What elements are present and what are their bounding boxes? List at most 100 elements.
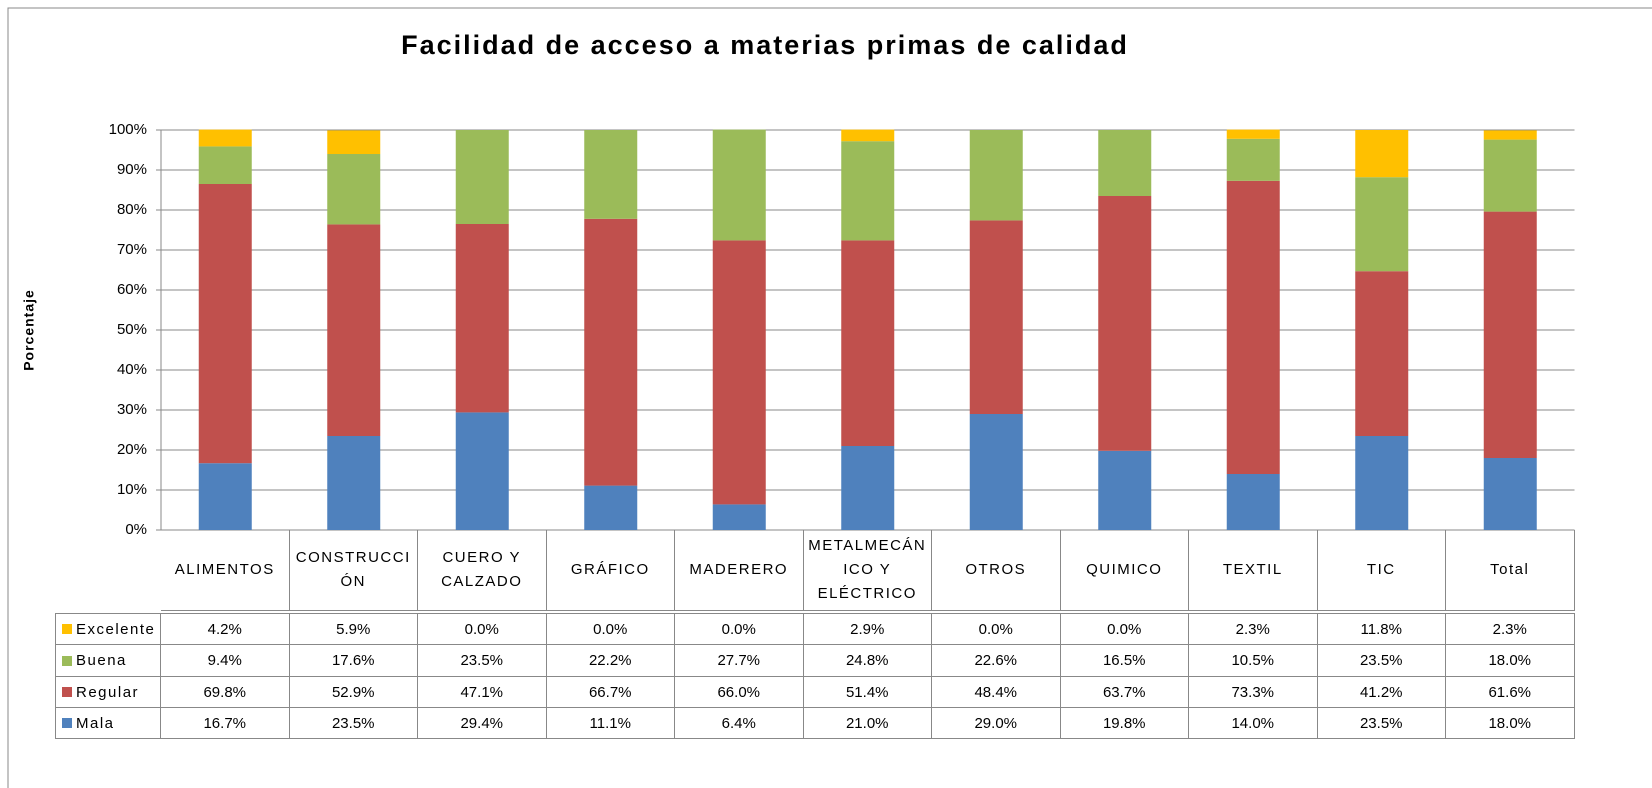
y-tick-label: 10% [117, 481, 147, 498]
bar-segment [327, 154, 381, 225]
table-value: 17.6% [289, 645, 418, 677]
table-value: 22.2% [546, 645, 675, 677]
table-value: 51.4% [803, 677, 932, 708]
bar-segment [841, 129, 895, 142]
bar-segment [1355, 130, 1409, 178]
bar-segment [1355, 436, 1409, 530]
table-value: 73.3% [1189, 677, 1318, 708]
bar-segment [584, 485, 638, 530]
bar-segment [198, 146, 252, 184]
bar-segment [1483, 130, 1537, 140]
bar-segment [1355, 177, 1409, 272]
table-value: 48.4% [932, 677, 1061, 708]
y-tick-label: 90% [117, 161, 147, 178]
table-value: 52.9% [289, 677, 418, 708]
category-label: OTROS [932, 530, 1061, 611]
bar-segment [584, 130, 638, 219]
legend-entry: Excelente [55, 613, 161, 645]
bar-segment [969, 130, 1023, 221]
legend-swatch [62, 687, 72, 697]
table-value: 2.3% [1446, 613, 1575, 645]
table-value: 27.7% [675, 645, 804, 677]
table-value: 23.5% [418, 645, 547, 677]
bar-segment [455, 412, 509, 530]
table-value: 61.6% [1446, 677, 1575, 708]
table-value: 63.7% [1060, 677, 1189, 708]
category-label: TIC [1317, 530, 1446, 611]
table-value: 47.1% [418, 677, 547, 708]
category-label: ALIMENTOS [161, 530, 290, 611]
table-value: 6.4% [675, 708, 804, 739]
table-value: 2.3% [1189, 613, 1318, 645]
table-value: 11.1% [546, 708, 675, 739]
y-tick-label: 80% [117, 201, 147, 218]
bar-segment [841, 141, 895, 241]
bar-segment [198, 463, 252, 530]
table-value: 69.8% [161, 677, 290, 708]
bar-segment [327, 436, 381, 530]
bar-segment [969, 220, 1023, 414]
bar-segment [1226, 129, 1280, 139]
table-value: 21.0% [803, 708, 932, 739]
table-value: 23.5% [1317, 708, 1446, 739]
bar-segment [1226, 138, 1280, 181]
y-tick-label: 70% [117, 241, 147, 258]
category-label: CUERO Y CALZADO [418, 530, 547, 611]
bar-segment [841, 240, 895, 446]
legend-label: Buena [76, 652, 127, 669]
table-value: 14.0% [1189, 708, 1318, 739]
category-label: CONSTRUCCIÓN [289, 530, 418, 611]
table-value: 66.7% [546, 677, 675, 708]
table-value: 24.8% [803, 645, 932, 677]
category-label: TEXTIL [1189, 530, 1318, 611]
bar-segment [584, 218, 638, 486]
table-value: 29.0% [932, 708, 1061, 739]
table-value: 22.6% [932, 645, 1061, 677]
legend-label: Excelente [76, 620, 156, 638]
bar-segment [1226, 474, 1280, 530]
table-value: 23.5% [1317, 645, 1446, 677]
table-value: 16.5% [1060, 645, 1189, 677]
y-tick-label: 50% [117, 321, 147, 338]
table-value: 18.0% [1446, 708, 1575, 739]
bar-segment [712, 504, 766, 530]
bar-segment [712, 240, 766, 505]
table-value: 10.5% [1189, 645, 1318, 677]
table-value: 29.4% [418, 708, 547, 739]
legend-swatch [62, 718, 72, 728]
legend-entry: Regular [55, 677, 161, 708]
y-axis-label: Porcentaje [21, 289, 37, 371]
legend-swatch [62, 624, 72, 634]
legend-label: Regular [76, 683, 140, 701]
bar-segment [455, 130, 509, 224]
bar-segment [198, 129, 252, 147]
chart-title: Facilidad de acceso a materias primas de… [401, 30, 1129, 60]
bar-segment [712, 129, 766, 241]
y-tick-label: 20% [117, 441, 147, 458]
table-value: 2.9% [803, 613, 932, 645]
bar-segment [841, 446, 895, 530]
table-value: 0.0% [675, 613, 804, 645]
bar-segment [455, 224, 509, 413]
bar-segment [198, 184, 252, 464]
category-label: METALMECÁNICO Y ELÉCTRICO [803, 530, 932, 611]
y-tick-label: 40% [117, 361, 147, 378]
category-label: Total [1446, 530, 1575, 611]
bar-segment [969, 414, 1023, 530]
table-value: 23.5% [289, 708, 418, 739]
table-value: 9.4% [161, 645, 290, 677]
bar-segment [1098, 130, 1152, 196]
table-value: 5.9% [289, 613, 418, 645]
table-value: 0.0% [418, 613, 547, 645]
table-value: 18.0% [1446, 645, 1575, 677]
category-label: QUIMICO [1060, 530, 1189, 611]
bar-segment [1355, 271, 1409, 436]
table-value: 0.0% [546, 613, 675, 645]
y-tick-label: 60% [117, 281, 147, 298]
table-value: 0.0% [1060, 613, 1189, 645]
legend-entry: Mala [55, 708, 161, 739]
table-value: 16.7% [161, 708, 290, 739]
bar-segment [1483, 139, 1537, 212]
